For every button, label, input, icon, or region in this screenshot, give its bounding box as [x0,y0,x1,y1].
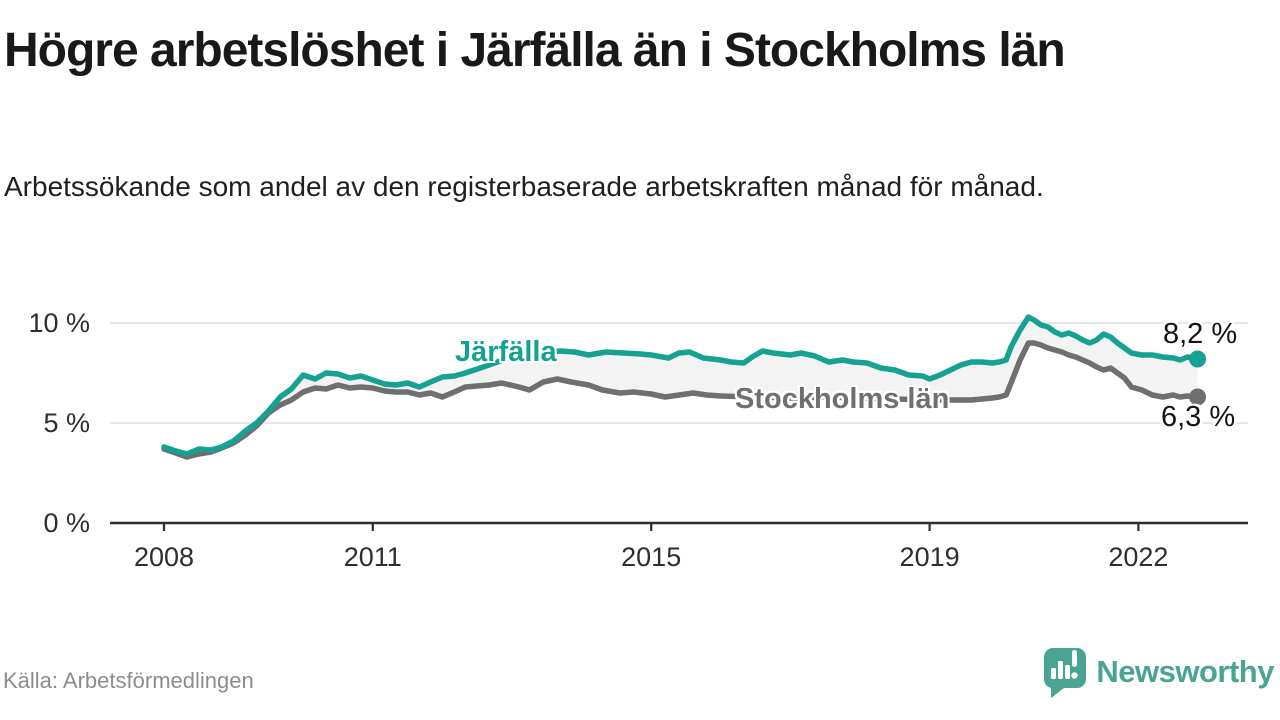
y-axis-tick-label: 10 % [28,308,90,338]
x-axis-tick-label: 2015 [621,542,682,572]
newsworthy-logo-text: Newsworthy [1096,654,1274,689]
series-end-dot-stockholms-lan [1189,388,1207,406]
x-axis-tick-label: 2022 [1108,542,1169,572]
series-end-dot-jarfalla [1189,350,1207,368]
chart-title: Högre arbetslöshet i Järfälla än i Stock… [4,24,1066,77]
source-note: Källa: Arbetsförmedlingen [3,668,254,693]
x-axis-tick-label: 2008 [133,542,195,572]
series-label-stockholms-lan: Stockholms län [735,383,950,415]
newsworthy-logo: Newsworthy [1042,646,1274,698]
x-axis-tick-label: 2011 [343,542,402,572]
newsworthy-logo-icon [1044,648,1087,698]
end-value-label-stockholms-lan: 6,3 % [1161,401,1236,433]
fill-between-series [164,317,1198,457]
y-axis-tick-label: 0 % [43,508,90,538]
chart-subtitle: Arbetssökande som andel av den registerb… [4,171,1044,202]
end-value-label-jarfalla: 8,2 % [1163,318,1238,350]
y-axis-tick-label: 5 % [43,408,90,438]
series-line-jarfalla [161,314,1201,457]
series-line-stockholms-lan [161,340,1201,460]
series-label-jarfalla: Järfälla [455,336,557,368]
x-axis-tick-label: 2019 [899,542,960,572]
